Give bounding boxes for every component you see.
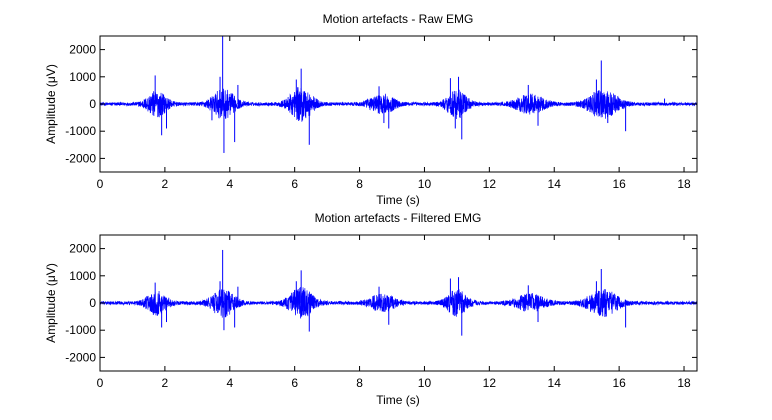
y-axis-label-prefix: Amplitude ( [44,83,58,144]
chart-filtered-emg: 0 2 4 6 8 10 12 14 16 18 -2000 -1000 0 1000 2000 Motio… [44,211,697,407]
y-tick-label: -1000 [65,124,96,138]
x-tick-label: 4 [226,376,233,390]
y-axis-label-suffix: V) [44,263,58,275]
y-tick-label: 0 [89,296,96,310]
x-tick-label: 6 [291,177,298,191]
y-tick-label: 2000 [69,43,96,57]
x-axis-label: Time (s) [376,393,420,407]
y-axis-label: Amplitude (μV) [44,263,58,343]
y-tick-label: -2000 [65,151,96,165]
chart-title: Motion artefacts - Filtered EMG [315,211,482,225]
x-tick-label: 2 [162,376,169,390]
y-tick-label: 2000 [69,242,96,256]
y-tick-label: -1000 [65,323,96,337]
x-tick-label: 12 [483,177,497,191]
y-axis-label-suffix: V) [44,64,58,76]
x-tick-label: 14 [548,376,562,390]
x-tick-label: 4 [226,177,233,191]
x-tick-label: 8 [356,376,363,390]
y-tick-label: -2000 [65,350,96,364]
y-tick-label: 0 [89,97,96,111]
chart-title: Motion artefacts - Raw EMG [323,12,474,26]
x-tick-label: 6 [291,376,298,390]
x-tick-label: 10 [418,177,432,191]
x-tick-label: 0 [97,177,104,191]
x-tick-label: 16 [612,376,626,390]
x-tick-label: 12 [483,376,497,390]
x-axis-label: Time (s) [376,193,420,207]
x-tick-label: 0 [97,376,104,390]
x-tick-label: 8 [356,177,363,191]
x-tick-label: 2 [162,177,169,191]
x-tick-label: 10 [418,376,432,390]
y-tick-label: 1000 [69,269,96,283]
x-tick-label: 16 [612,177,626,191]
y-axis-label-prefix: Amplitude ( [44,282,58,343]
chart-raw-emg: 0 2 4 6 8 10 12 14 16 18 -2000 -1000 0 1000 2000 Motio… [44,12,697,207]
x-tick-label: 14 [548,177,562,191]
y-axis-label: Amplitude (μV) [44,64,58,144]
x-tick-label: 18 [677,376,691,390]
x-tick-label: 18 [677,177,691,191]
y-tick-label: 1000 [69,70,96,84]
